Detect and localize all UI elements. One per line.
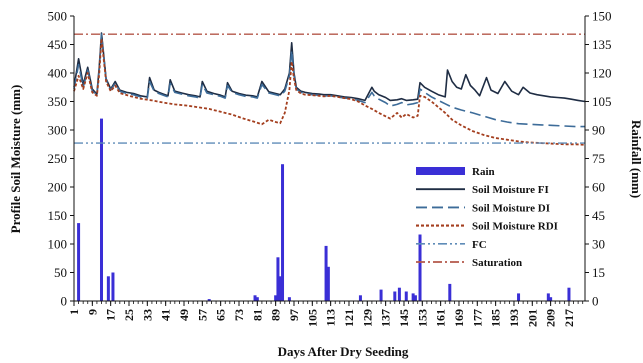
rain-bar bbox=[281, 164, 285, 301]
rain-bar bbox=[404, 291, 408, 301]
x-tick-label: 41 bbox=[159, 309, 173, 321]
rain-bar bbox=[517, 293, 521, 301]
series-line-soil-moisture-di bbox=[73, 33, 585, 128]
rain-bars bbox=[77, 118, 571, 301]
y2-tick-label: 30 bbox=[592, 237, 605, 252]
legend-label-soil-moisture-fi: Soil Moisture FI bbox=[472, 184, 549, 196]
x-tick-label: 25 bbox=[122, 309, 136, 321]
y-tick-label: 450 bbox=[48, 37, 68, 52]
x-tick-label: 145 bbox=[397, 309, 411, 327]
rain-bar bbox=[567, 287, 571, 301]
y-tick-label: 150 bbox=[48, 208, 68, 223]
x-tick-label: 121 bbox=[342, 309, 356, 327]
legend-label-fc: FC bbox=[472, 239, 487, 251]
axes: 0 50 100 150 200 250 300 350 400 450 500 0 15 30 45 60 7… bbox=[48, 9, 612, 328]
rain-bar bbox=[253, 295, 257, 301]
rain-bar bbox=[546, 293, 550, 301]
y-tick-label: 400 bbox=[48, 66, 68, 81]
y2-tick-label: 45 bbox=[592, 208, 605, 223]
rain-bar bbox=[549, 297, 553, 301]
y2-tick-label: 90 bbox=[592, 123, 605, 138]
y2-axis-title: Rainfall (mm) bbox=[629, 120, 643, 198]
x-tick-label: 169 bbox=[452, 309, 466, 327]
rain-bar bbox=[324, 245, 328, 301]
y2-tick-label: 0 bbox=[592, 294, 599, 309]
x-tick-label: 177 bbox=[470, 309, 484, 327]
legend-label-rain: Rain bbox=[472, 166, 495, 178]
y-axis-title: Profile Soil Moisture (mm) bbox=[8, 85, 23, 234]
x-tick-label: 193 bbox=[507, 309, 521, 327]
rain-bar bbox=[77, 223, 81, 301]
rain-bar bbox=[418, 234, 422, 301]
series-lines bbox=[73, 32, 586, 146]
rain-bar bbox=[111, 272, 115, 301]
x-tick-label: 17 bbox=[104, 309, 118, 321]
y-tick-label: 350 bbox=[48, 94, 68, 109]
legend-label-saturation: Saturation bbox=[472, 257, 522, 269]
rain-bar bbox=[393, 291, 397, 301]
x-tick-label: 97 bbox=[287, 309, 301, 321]
y2-tick-label: 105 bbox=[592, 94, 612, 109]
x-tick-label: 89 bbox=[269, 309, 283, 321]
rain-bar bbox=[379, 289, 383, 301]
x-tick-label: 49 bbox=[177, 309, 191, 321]
rain-bar bbox=[413, 295, 417, 301]
y-tick-label: 250 bbox=[48, 151, 68, 166]
y-tick-label: 300 bbox=[48, 123, 68, 138]
y2-tick-label: 15 bbox=[592, 265, 605, 280]
rain-bar bbox=[99, 118, 103, 301]
y2-tick-label: 60 bbox=[592, 180, 605, 195]
rain-bar bbox=[207, 299, 211, 301]
x-tick-label: 65 bbox=[214, 309, 228, 321]
x-axis-title: Days After Dry Seeding bbox=[278, 344, 409, 359]
y2-tick-label: 150 bbox=[592, 9, 612, 24]
rain-bar bbox=[276, 257, 280, 301]
rain-bar bbox=[326, 266, 330, 301]
rain-bar bbox=[274, 295, 278, 301]
legend-swatch-rain bbox=[416, 167, 465, 175]
rain-bar bbox=[278, 276, 282, 301]
x-tick-label: 1 bbox=[67, 309, 81, 315]
rain-bar bbox=[255, 297, 259, 301]
x-tick-label: 129 bbox=[360, 309, 374, 327]
rain-bar bbox=[106, 276, 110, 301]
rain-bar bbox=[397, 287, 401, 301]
x-tick-label: 153 bbox=[415, 309, 429, 327]
x-tick-label: 209 bbox=[544, 309, 558, 327]
rain-bar bbox=[287, 297, 291, 301]
series-line-soil-moisture-rdi bbox=[73, 37, 586, 146]
legend: Rain Soil Moisture FI Soil Moisture DI Soil… bbox=[416, 166, 558, 269]
rain-bar bbox=[358, 295, 362, 301]
legend-label-soil-moisture-di: Soil Moisture DI bbox=[472, 202, 550, 214]
y-tick-label: 500 bbox=[48, 9, 68, 24]
y2-tick-label: 75 bbox=[592, 151, 605, 166]
x-tick-label: 217 bbox=[562, 309, 576, 327]
y-tick-label: 0 bbox=[61, 294, 68, 309]
x-tick-label: 161 bbox=[434, 309, 448, 327]
x-tick-label: 33 bbox=[140, 309, 154, 321]
y2-tick-label: 135 bbox=[592, 37, 612, 52]
x-tick-label: 81 bbox=[250, 309, 264, 321]
x-tick-label: 73 bbox=[232, 309, 246, 321]
x-tick-label: 185 bbox=[489, 309, 503, 327]
y-tick-label: 100 bbox=[48, 237, 68, 252]
rain-bar bbox=[448, 283, 452, 301]
rain-bar bbox=[411, 293, 415, 301]
x-tick-label: 105 bbox=[305, 309, 319, 327]
series-line-soil-moisture-fi bbox=[73, 32, 586, 103]
y2-tick-label: 120 bbox=[592, 66, 612, 81]
x-tick-label: 57 bbox=[195, 309, 209, 321]
x-tick-label: 9 bbox=[85, 309, 99, 315]
x-tick-label: 201 bbox=[525, 309, 539, 327]
x-tick-label: 113 bbox=[324, 309, 338, 326]
y-tick-label: 50 bbox=[54, 265, 67, 280]
y-tick-label: 200 bbox=[48, 180, 68, 195]
x-tick-label: 137 bbox=[379, 309, 393, 327]
legend-label-soil-moisture-rdi: Soil Moisture RDI bbox=[472, 221, 558, 233]
